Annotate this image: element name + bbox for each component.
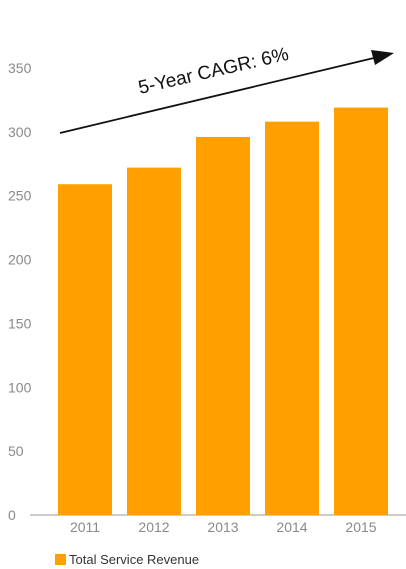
y-tick-label: 200 [8, 252, 32, 268]
x-axis-ticks: 2011 2012 2013 2014 2015 [70, 519, 377, 535]
legend-label: Total Service Revenue [69, 552, 199, 567]
y-tick-label: 50 [8, 443, 24, 459]
cagr-arrow-line [59, 56, 379, 134]
y-tick-label: 300 [8, 124, 32, 140]
y-axis-ticks: 0 50 100 150 200 250 300 350 [8, 60, 32, 523]
x-tick-label: 2015 [345, 519, 376, 535]
bar-2012 [127, 167, 181, 516]
cagr-arrow-head [371, 50, 394, 65]
legend: Total Service Revenue [55, 552, 199, 567]
bar-2015 [334, 107, 388, 515]
bar-series [58, 107, 388, 516]
x-tick-label: 2011 [70, 519, 100, 535]
x-tick-label: 2013 [207, 519, 238, 535]
bar-2014 [265, 121, 319, 515]
y-tick-label: 100 [8, 379, 32, 395]
cagr-annotation-text: 5-Year CAGR: 6% [136, 44, 290, 99]
y-tick-label: 350 [8, 60, 32, 76]
legend-swatch [55, 554, 66, 565]
bar-2011 [58, 184, 112, 515]
bar-2013 [196, 136, 250, 516]
x-tick-label: 2014 [276, 519, 307, 535]
y-tick-label: 0 [8, 507, 16, 523]
x-tick-label: 2012 [138, 519, 169, 535]
y-tick-label: 250 [8, 188, 32, 204]
y-tick-label: 150 [8, 315, 32, 331]
